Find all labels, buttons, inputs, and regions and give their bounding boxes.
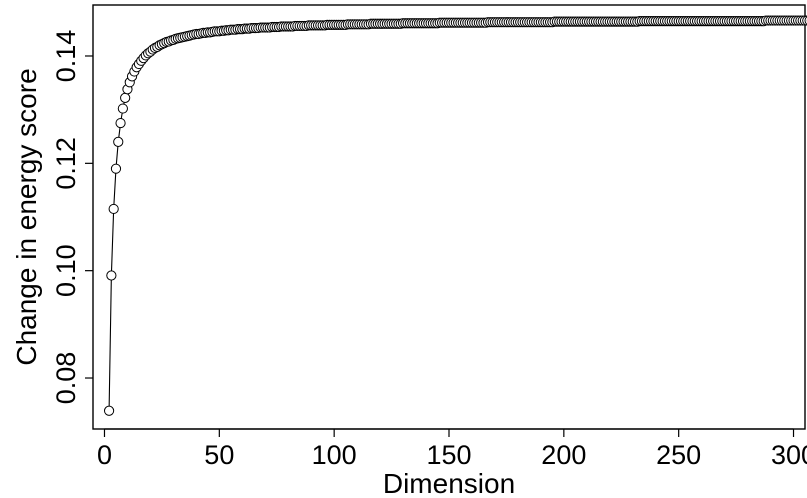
series-points: [103, 15, 807, 416]
data-point: [115, 117, 126, 129]
x-tick-label: 300: [771, 440, 807, 470]
data-point: [106, 270, 117, 281]
data-point: [103, 405, 115, 416]
y-tick-label: 0.10: [51, 244, 81, 297]
data-point: [117, 103, 128, 114]
x-tick-label: 150: [426, 440, 471, 470]
x-tick-label: 50: [204, 440, 234, 470]
data-point: [120, 92, 131, 103]
data-point: [108, 203, 119, 215]
x-tick-label: 250: [656, 440, 701, 470]
plot-frame: [92, 4, 806, 430]
data-point: [113, 136, 124, 147]
x-tick-label: 200: [541, 440, 586, 470]
y-tick-label: 0.12: [51, 137, 81, 190]
y-tick-label: 0.08: [51, 352, 81, 405]
y-tick-label: 0.14: [51, 30, 81, 83]
x-tick-label: 100: [312, 440, 357, 470]
data-point: [110, 163, 122, 174]
y-axis-title: Change in energy score: [11, 68, 42, 365]
x-axis: 0 50 100 150 200 250 300: [97, 428, 807, 470]
data-point: [804, 16, 807, 25]
series-line: [108, 20, 807, 411]
x-tick-label: 0: [97, 440, 112, 470]
y-axis: 0.08 0.10 0.12 0.14: [51, 30, 93, 405]
x-axis-title: Dimension: [383, 468, 515, 498]
